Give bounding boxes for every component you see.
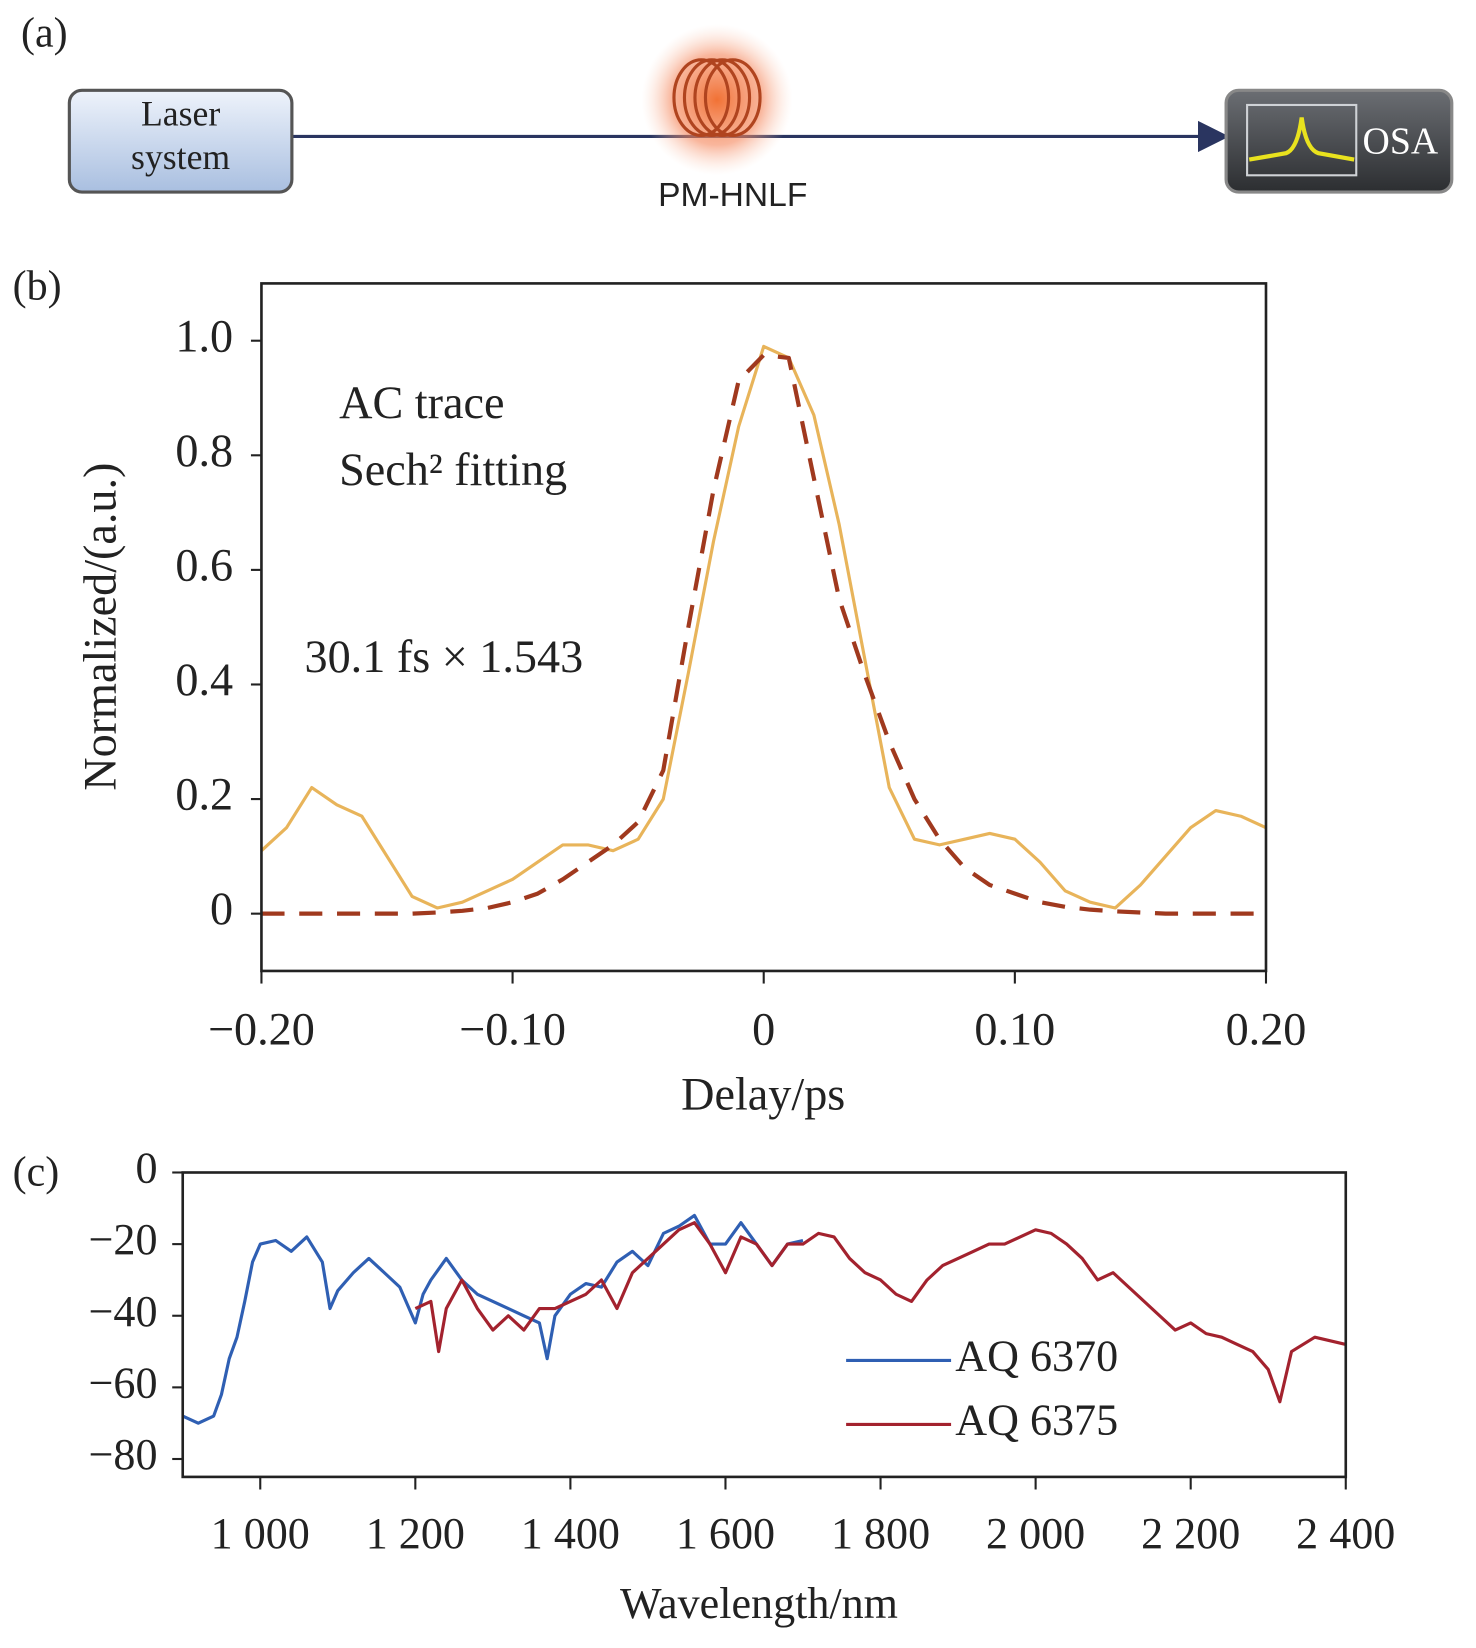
osa-trace: [1248, 117, 1355, 162]
osa-box: [1224, 88, 1454, 194]
fiber-label: PM-HNLF: [658, 177, 807, 214]
series-line: [260, 344, 1267, 910]
y-tick-label: −20: [89, 1215, 158, 1264]
plot-frame: [260, 282, 1268, 973]
series-line: [261, 352, 1266, 916]
panel-label: (c): [13, 1149, 60, 1195]
x-axis-label: Delay/ps: [681, 1069, 845, 1120]
y-tick-label: 1.0: [175, 310, 233, 361]
x-tick-label: 2 400: [1296, 1509, 1395, 1558]
x-tick-label: 2 200: [1141, 1509, 1240, 1558]
panel-label: (b): [13, 263, 62, 309]
x-axis-label: Wavelength/nm: [620, 1579, 898, 1628]
annotation: 30.1 fs × 1.543: [304, 631, 583, 682]
y-tick-label: 0.8: [175, 425, 233, 476]
osa-screen: [1246, 103, 1358, 177]
chart: (b) −0.20 −0.10 0 0.10 0.20 0 0.2 0.4 0.6 0.8 1.0 De…: [13, 263, 1307, 1119]
y-tick-label: −60: [89, 1358, 158, 1407]
panel-label: (a): [21, 10, 68, 56]
laser-box: [67, 88, 294, 194]
x-tick-label: 0.20: [1226, 1004, 1307, 1055]
x-tick-label: 2 000: [986, 1509, 1085, 1558]
y-tick-label: 0: [210, 883, 233, 934]
legend-label: AQ 6375: [955, 1396, 1118, 1445]
legend-label: AC trace: [339, 377, 504, 428]
osa-label: OSA: [1363, 121, 1439, 163]
y-tick-label: 0: [135, 1144, 157, 1193]
setup-diagram: (a) Laser system PM-HNLF OSA: [21, 10, 1454, 214]
x-tick-label: 1 400: [521, 1509, 620, 1558]
fiber-glow: [641, 24, 793, 176]
x-tick-label: −0.20: [208, 1004, 315, 1055]
y-tick-label: −80: [89, 1430, 158, 1479]
y-tick-label: 0.2: [175, 769, 233, 820]
y-axis-label: Normalized/(a.u.): [75, 463, 126, 791]
laser-label: Laser: [141, 94, 220, 134]
plot-frame: [181, 1171, 1348, 1479]
laser-label: system: [131, 137, 230, 177]
x-tick-label: 1 600: [676, 1509, 775, 1558]
x-tick-label: 1 800: [831, 1509, 930, 1558]
x-tick-label: 0: [752, 1004, 775, 1055]
fiber-coil: [672, 58, 762, 137]
y-tick-label: 0.6: [175, 539, 233, 590]
x-tick-label: 1 200: [366, 1509, 465, 1558]
x-tick-label: 0.10: [974, 1004, 1055, 1055]
y-tick-label: 0.4: [175, 654, 233, 705]
y-tick-label: −40: [89, 1287, 158, 1336]
x-tick-label: 1 000: [211, 1509, 310, 1558]
x-tick-label: −0.10: [459, 1004, 566, 1055]
legend-label: Sech² fitting: [339, 444, 567, 495]
legend-label: AQ 6370: [955, 1331, 1118, 1380]
series-line: [414, 1221, 1347, 1404]
chart: (c) 1 000 1 200 1 400 1 600 1 800 2 000 2 200 2 …: [13, 1144, 1396, 1629]
